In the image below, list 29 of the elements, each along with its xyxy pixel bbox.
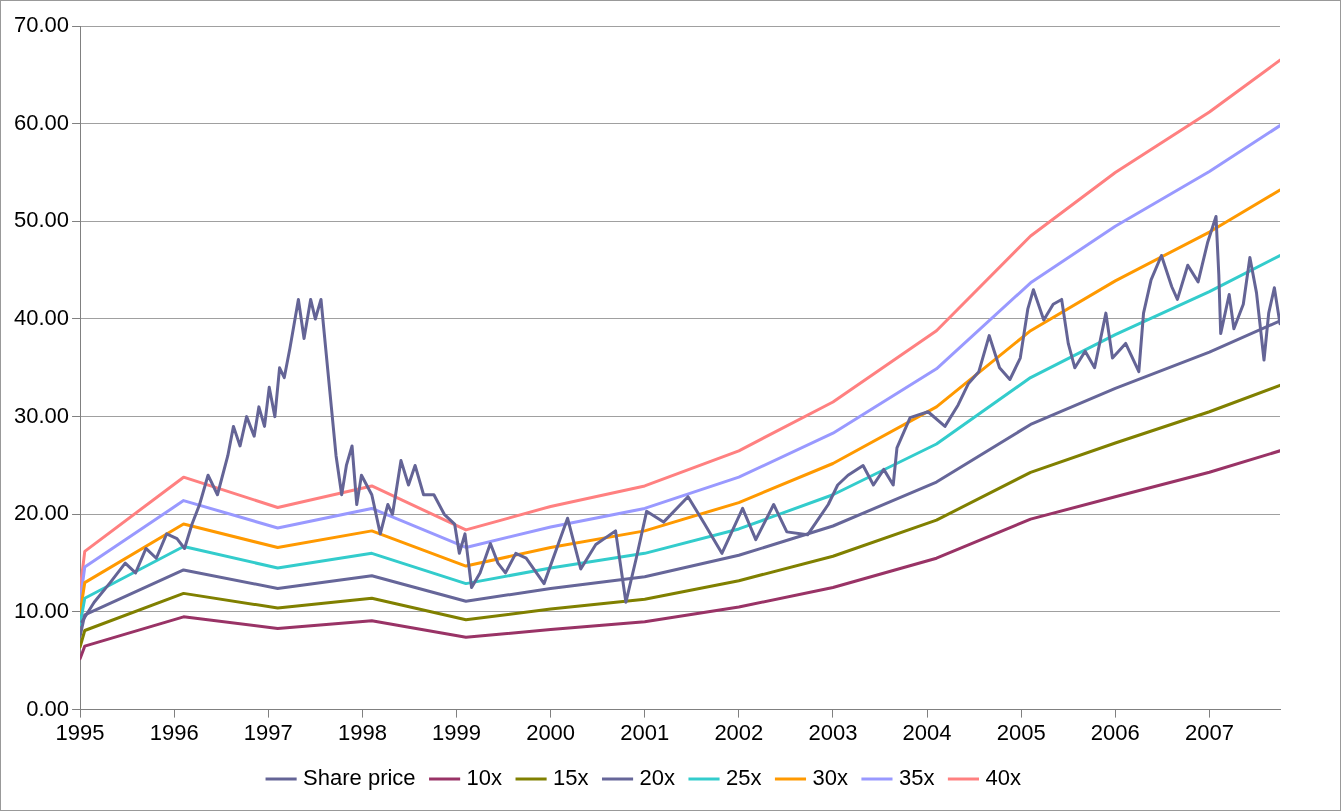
y-tick-label: 50.00 <box>13 207 70 233</box>
x-tick-label: 2001 <box>620 719 670 745</box>
x-tick-label: 2007 <box>1184 719 1234 745</box>
x-tick-label: 2002 <box>714 719 764 745</box>
y-tick-label: 60.00 <box>13 109 70 135</box>
x-tick-label: 1995 <box>55 719 105 745</box>
legend-label: 10x <box>466 765 503 791</box>
y-tick-label: 30.00 <box>13 402 70 428</box>
x-tick-label: 1996 <box>149 719 199 745</box>
x-tick-label: 2000 <box>526 719 576 745</box>
legend-label: 15x <box>553 765 589 791</box>
x-tick-label: 2004 <box>902 719 952 745</box>
y-tick-label: 40.00 <box>13 305 70 331</box>
x-tick-label: 1999 <box>432 719 481 745</box>
x-tick-label: 1997 <box>243 719 293 745</box>
legend-label: 40x <box>985 765 1021 791</box>
legend-label: Share price <box>303 765 416 791</box>
x-tick-label: 1998 <box>337 719 387 745</box>
y-tick-label: 0.00 <box>26 695 70 721</box>
y-tick-label: 70.00 <box>13 12 70 38</box>
legend-label: 30x <box>812 765 848 791</box>
legend-label: 20x <box>639 765 676 791</box>
legend-label: 25x <box>726 765 762 791</box>
x-tick-label: 2006 <box>1090 719 1140 745</box>
y-tick-label: 20.00 <box>13 500 70 526</box>
x-tick-label: 2005 <box>996 719 1046 745</box>
x-tick-label: 2003 <box>808 719 858 745</box>
legend-label: 35x <box>898 765 935 791</box>
y-tick-label: 10.00 <box>13 598 70 624</box>
